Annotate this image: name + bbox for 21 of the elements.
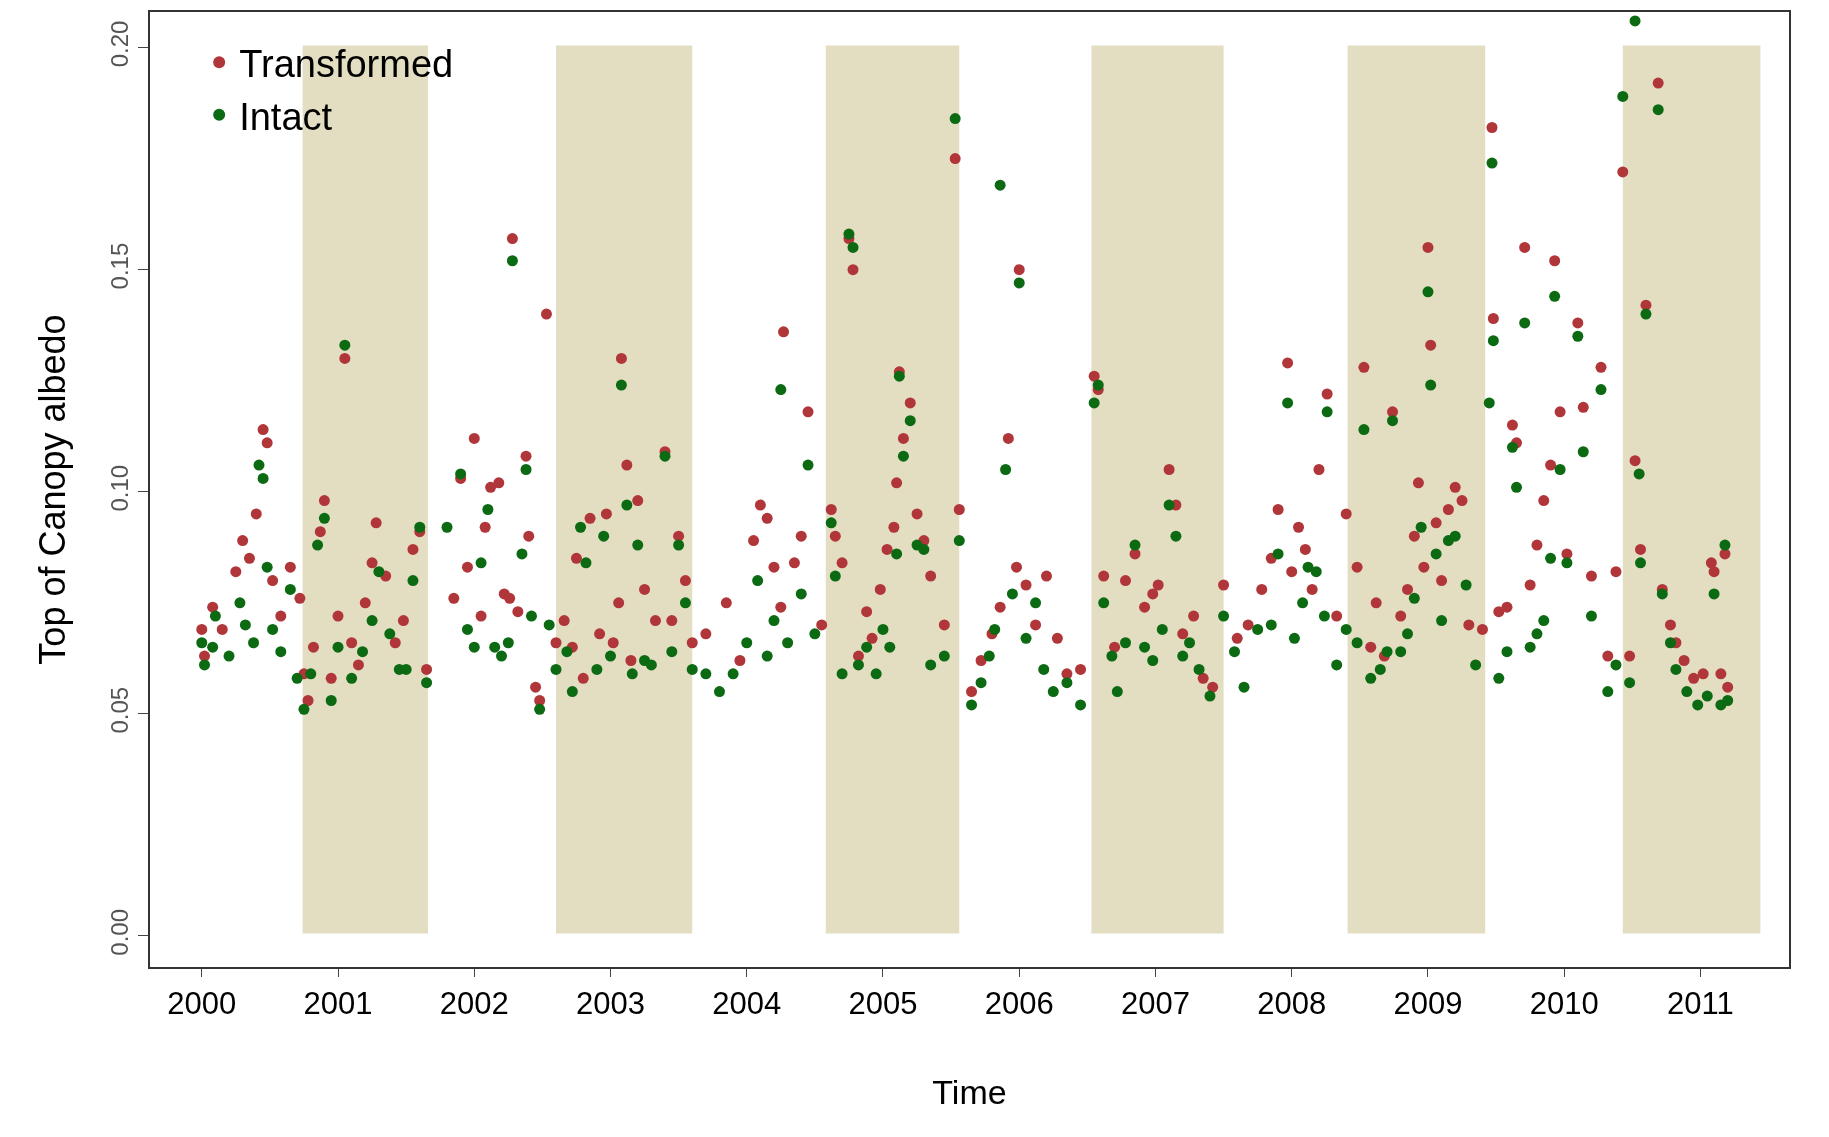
y-tick-label: 0.00: [106, 908, 134, 956]
legend-label: Intact: [239, 95, 333, 138]
x-tick-label: 2007: [1120, 986, 1190, 1022]
x-tick-label: 2001: [303, 986, 373, 1022]
x-tick-label: 2003: [576, 986, 645, 1022]
x-tick-label: 2005: [848, 986, 918, 1022]
x-tick-label: 2000: [167, 986, 237, 1022]
y-axis-title: Top of Canopy albedo: [31, 314, 73, 665]
legend-label: Transformed: [239, 43, 454, 86]
x-tick-label: 2006: [984, 986, 1054, 1022]
x-tick-label: 2004: [712, 986, 782, 1022]
x-tick-label: 2009: [1393, 986, 1463, 1022]
x-tick-label: 2010: [1529, 986, 1599, 1022]
y-tick-label: 0.10: [106, 464, 134, 512]
y-tick-label: 0.20: [106, 20, 134, 68]
x-tick-label: 2011: [1667, 986, 1734, 1022]
x-axis-title: Time: [932, 1073, 1007, 1111]
x-tick-label: 2002: [439, 986, 509, 1022]
x-tick-label: 2008: [1257, 986, 1327, 1022]
y-tick-label: 0.05: [106, 686, 134, 734]
y-tick-label: 0.15: [106, 242, 134, 290]
